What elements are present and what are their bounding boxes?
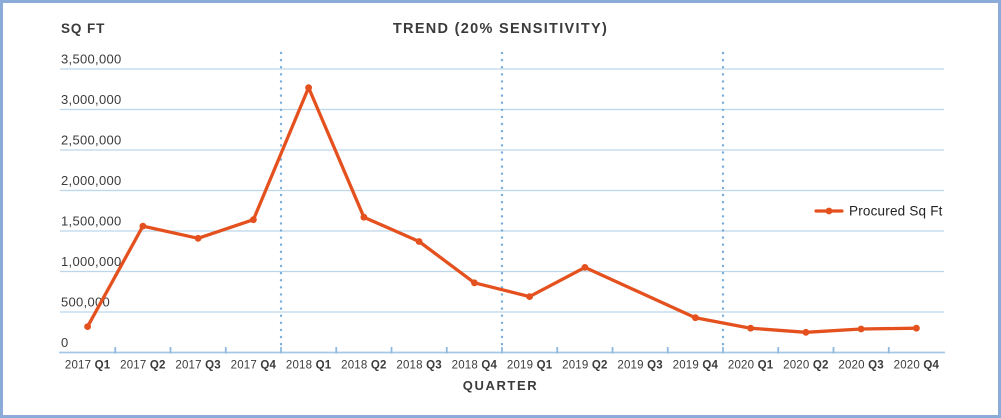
x-tick-label: 2018 Q4 xyxy=(452,360,498,372)
data-point-marker xyxy=(526,293,533,300)
x-tick-label: 2020 Q1 xyxy=(728,360,774,372)
x-tick-label: 2017 Q1 xyxy=(65,360,111,372)
y-tick-label: 0 xyxy=(61,335,69,350)
x-tick-label: 2018 Q2 xyxy=(341,360,387,372)
y-tick-label: 1,500,000 xyxy=(61,214,122,229)
legend-dot-icon xyxy=(825,207,833,215)
chart-title: TREND (20% SENSITIVITY) xyxy=(392,21,609,37)
x-tick-label: 2020 Q3 xyxy=(838,360,884,372)
x-tick-label: 2019 Q4 xyxy=(673,360,719,372)
data-point-marker xyxy=(305,84,312,91)
legend[interactable]: Procured Sq Ft xyxy=(814,204,943,219)
x-axis-title: QUARTER xyxy=(462,378,539,393)
data-point-marker xyxy=(415,238,423,245)
data-point-marker xyxy=(913,324,920,332)
data-point-marker xyxy=(250,216,257,224)
x-tick-label: 2018 Q3 xyxy=(396,360,442,372)
data-point-marker xyxy=(194,234,202,242)
y-tick-label: 3,500,000 xyxy=(61,52,122,67)
x-tick-label: 2018 Q1 xyxy=(286,360,332,372)
data-point-marker xyxy=(581,264,589,271)
x-tick-label: 2019 Q1 xyxy=(507,360,553,372)
data-point-marker xyxy=(747,324,754,332)
data-point-marker xyxy=(692,314,699,322)
x-tick-label: 2017 Q3 xyxy=(175,360,221,372)
x-tick-label: 2017 Q2 xyxy=(120,360,166,372)
y-axis-title: SQ FT xyxy=(61,21,106,36)
data-point-marker xyxy=(360,213,368,221)
x-tick-label: 2020 Q2 xyxy=(783,360,829,372)
y-tick-label: 1,000,000 xyxy=(61,254,122,269)
x-tick-label: 2020 Q4 xyxy=(894,360,940,372)
data-point-marker xyxy=(857,325,865,333)
data-point-marker xyxy=(139,222,147,230)
x-tick-label: 2017 Q4 xyxy=(231,360,277,372)
y-tick-label: 2,500,000 xyxy=(61,133,122,148)
y-tick-label: 3,000,000 xyxy=(61,92,122,107)
data-point-marker xyxy=(802,328,810,336)
legend-label: Procured Sq Ft xyxy=(849,204,943,219)
data-point-marker xyxy=(84,323,91,330)
data-point-marker xyxy=(471,279,478,287)
x-tick-label: 2019 Q3 xyxy=(617,360,663,372)
x-tick-label: 2019 Q2 xyxy=(562,360,608,372)
y-tick-label: 2,000,000 xyxy=(61,173,122,188)
